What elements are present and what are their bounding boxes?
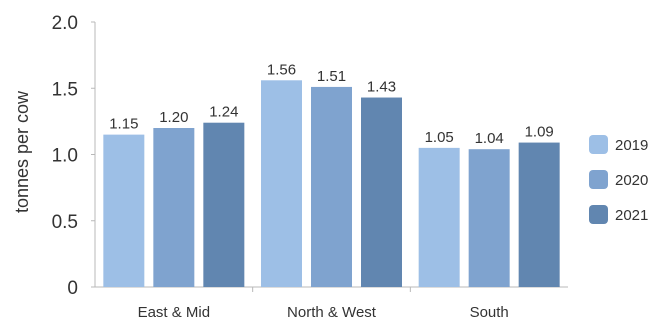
x-category-label: South [470,304,509,321]
bar-value-label: 1.05 [425,129,454,146]
x-category-label: East & Mid [138,304,211,321]
bar [418,147,460,287]
bar [203,122,245,287]
bar-value-label: 1.51 [317,68,346,85]
bar-value-label: 1.20 [159,109,188,126]
axes: 0 0.5 1.0 1.5 2.0 East & Mid North & West South [52,13,568,321]
legend-label: 2020 [615,172,648,189]
legend: 2019 2020 2021 [589,135,648,224]
bar-value-label: 1.56 [267,61,296,78]
y-tick-label: 0.5 [52,212,78,233]
y-tick-label: 1.5 [52,79,78,100]
legend-label: 2019 [615,137,648,154]
y-axis-label: tonnes per cow [12,90,32,213]
y-tick-label: 1.0 [52,146,78,167]
legend-swatch [589,205,608,224]
bar-value-label: 1.04 [475,130,504,147]
bar [103,134,145,287]
bar-value-label: 1.09 [525,124,554,141]
bar [311,86,352,287]
bar-value-label: 1.24 [209,104,238,121]
legend-label: 2021 [615,207,648,224]
bar [153,128,195,287]
bar-value-label: 1.43 [367,79,396,96]
legend-swatch [589,170,608,189]
y-tick-label: 0 [67,278,78,299]
bar-value-label: 1.15 [109,116,138,133]
bars-group: 1.15 1.20 1.24 1.56 1.51 1.43 1.05 1.04 1.09 [103,61,560,288]
bar [468,149,510,287]
x-category-label: North & West [287,304,377,321]
bar [361,97,402,288]
y-tick-label: 2.0 [52,13,78,34]
legend-swatch [589,135,608,154]
bar [518,142,560,287]
bar [261,80,302,287]
